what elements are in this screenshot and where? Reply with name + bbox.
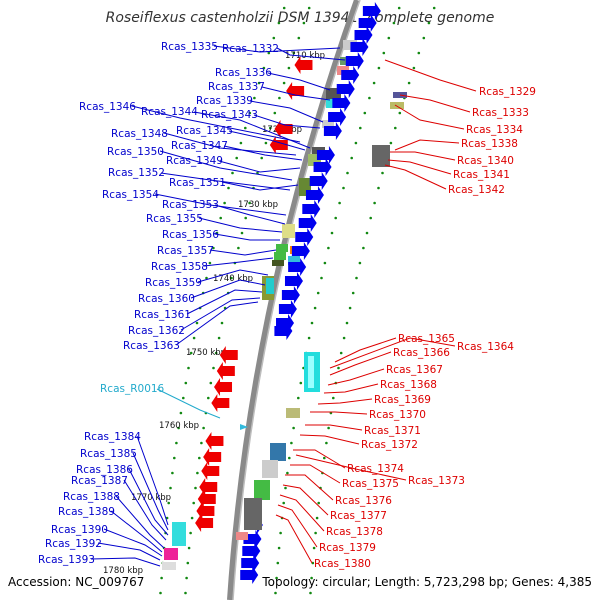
gene-label: Rcas_1353 bbox=[162, 199, 219, 211]
gene-label: Rcas_1389 bbox=[58, 506, 115, 518]
accession-text: Accession: NC_009767 bbox=[8, 575, 144, 589]
tick-label: 1770 kbp bbox=[131, 493, 171, 503]
gene-label: Rcas_1384 bbox=[84, 431, 141, 443]
gene-label: Rcas_1354 bbox=[102, 189, 159, 201]
gene-label: Rcas_1380 bbox=[314, 558, 371, 570]
gene-label: Rcas_1387 bbox=[71, 475, 128, 487]
gene-label: Rcas_1352 bbox=[108, 167, 165, 179]
gene-label: Rcas_1345 bbox=[176, 125, 233, 137]
gene-label: Rcas_1348 bbox=[111, 128, 168, 140]
gene-label: Rcas_1358 bbox=[151, 261, 208, 273]
gene-label: Rcas_1338 bbox=[461, 138, 518, 150]
gene-label: Rcas_1374 bbox=[347, 463, 404, 475]
gene-label: Rcas_1342 bbox=[448, 184, 505, 196]
gene-label: Rcas_1385 bbox=[80, 448, 137, 460]
gene-label: Rcas_1329 bbox=[479, 86, 536, 98]
gene-label: Rcas_1339 bbox=[196, 95, 253, 107]
gene-label: Rcas_1350 bbox=[107, 146, 164, 158]
gene-label: Rcas_1378 bbox=[326, 526, 383, 538]
left-leaders bbox=[90, 45, 346, 567]
gene-label: Rcas_1351 bbox=[169, 177, 226, 189]
gene-label: Rcas_1376 bbox=[335, 495, 392, 507]
gene-label: Rcas_1344 bbox=[141, 106, 198, 118]
gene-label: Rcas_1393 bbox=[38, 554, 95, 566]
gene-label: Rcas_1333 bbox=[472, 107, 529, 119]
gene-label: Rcas_1365 bbox=[398, 333, 455, 345]
gene-label-rna: Rcas_R0016 bbox=[100, 383, 165, 395]
right-gene-labels: Rcas_1329 Rcas_1333 Rcas_1334 Rcas_1338 … bbox=[314, 86, 536, 570]
tick-label: 1740 kbp bbox=[213, 274, 253, 284]
gene-label: Rcas_1336 bbox=[215, 67, 272, 79]
gene-label: Rcas_1335 bbox=[161, 41, 218, 53]
gene-label: Rcas_1366 bbox=[393, 347, 450, 359]
gene-label: Rcas_1369 bbox=[374, 394, 431, 406]
gene-label: Rcas_1386 bbox=[76, 464, 133, 476]
gene-label: Rcas_1337 bbox=[208, 81, 265, 93]
gene-label: Rcas_1363 bbox=[123, 340, 180, 352]
gene-label: Rcas_1375 bbox=[342, 478, 399, 490]
gene-label: Rcas_1390 bbox=[51, 524, 108, 536]
tick-label: 1730 kbp bbox=[238, 200, 278, 210]
gene-label: Rcas_1388 bbox=[63, 491, 120, 503]
gene-label: Rcas_1377 bbox=[330, 510, 387, 522]
gene-label: Rcas_1341 bbox=[453, 169, 510, 181]
tick-label: 1760 kbp bbox=[159, 421, 199, 431]
gene-label: Rcas_1362 bbox=[128, 325, 185, 337]
gene-label: Rcas_1343 bbox=[201, 109, 258, 121]
topology-text: Topology: circular; Length: 5,723,298 bp… bbox=[261, 575, 592, 589]
leader-lines bbox=[90, 45, 477, 567]
gene-label: Rcas_1346 bbox=[79, 101, 136, 113]
gene-label: Rcas_1340 bbox=[457, 155, 514, 167]
left-gene-labels: Rcas_1335 Rcas_1332 Rcas_1336 Rcas_1337 … bbox=[38, 41, 279, 566]
gene-label: Rcas_1373 bbox=[408, 475, 465, 487]
gene-label: Rcas_1356 bbox=[162, 229, 219, 241]
gene-label: Rcas_1359 bbox=[145, 277, 202, 289]
gene-label: Rcas_1355 bbox=[146, 213, 203, 225]
reverse-arrows bbox=[195, 56, 313, 532]
gene-label: Rcas_1360 bbox=[138, 293, 195, 305]
gene-label: Rcas_1361 bbox=[134, 309, 191, 321]
gene-label: Rcas_1371 bbox=[364, 425, 421, 437]
gene-label: Rcas_1370 bbox=[369, 409, 426, 421]
forward-arrows bbox=[240, 2, 381, 584]
right-leaders bbox=[275, 59, 477, 564]
rna-leader bbox=[156, 388, 221, 419]
gene-label: Rcas_1367 bbox=[386, 364, 443, 376]
feature-rings bbox=[159, 6, 436, 595]
genome-title: Roseiflexus castenholzii DSM 13941, comp… bbox=[106, 10, 495, 26]
gene-label: Rcas_1332 bbox=[222, 43, 279, 55]
gene-label: Rcas_1368 bbox=[380, 379, 437, 391]
gene-label: Rcas_1364 bbox=[457, 341, 514, 353]
tick-label: 1780 kbp bbox=[103, 566, 143, 576]
gene-label: Rcas_1334 bbox=[466, 124, 523, 136]
gene-label: Rcas_1372 bbox=[361, 439, 418, 451]
tick-label: 1750 kbp bbox=[186, 348, 226, 358]
gene-label: Rcas_1357 bbox=[157, 245, 214, 257]
genome-backbone-highlight bbox=[232, 0, 361, 600]
gene-label: Rcas_1379 bbox=[319, 542, 376, 554]
gene-label: Rcas_1347 bbox=[171, 140, 228, 152]
gene-label: Rcas_1392 bbox=[45, 538, 102, 550]
